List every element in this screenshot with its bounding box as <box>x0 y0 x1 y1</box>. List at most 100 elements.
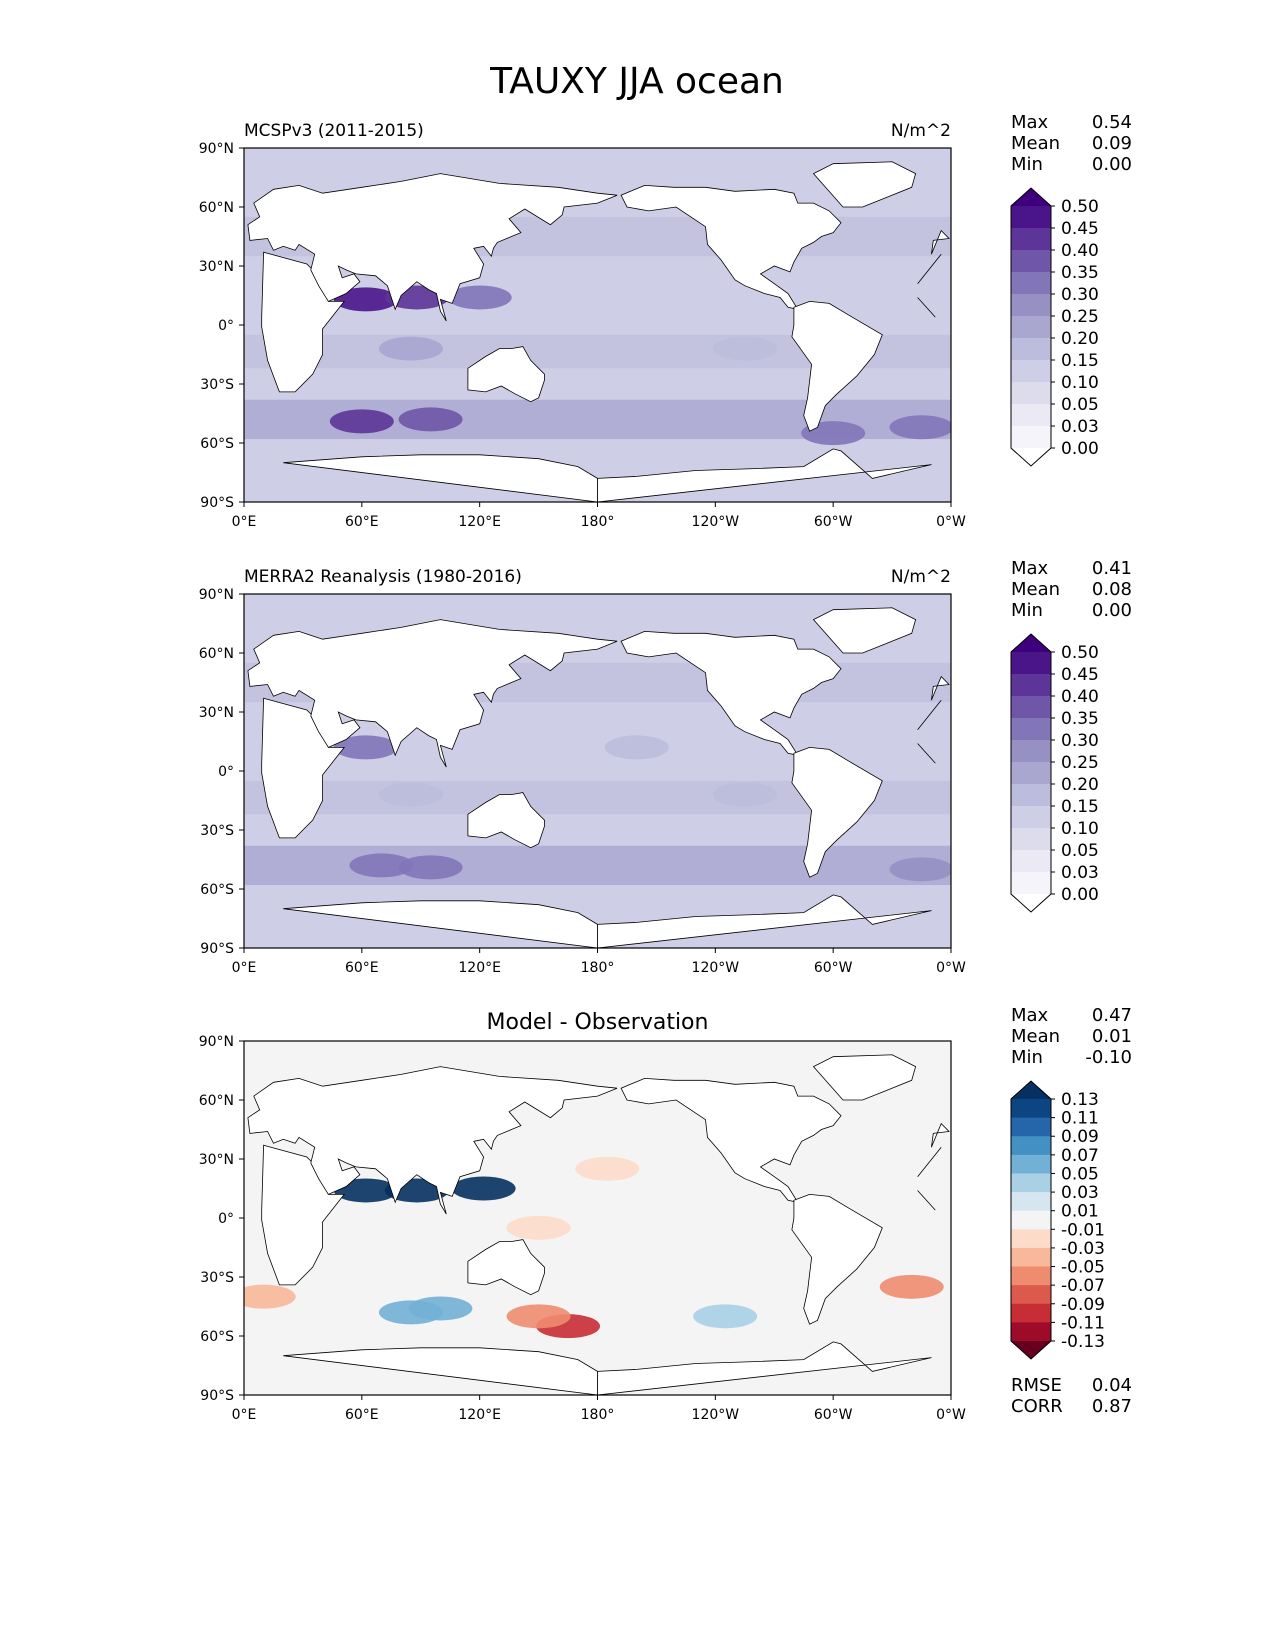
land-polygon <box>917 1146 942 1177</box>
field-hotspot <box>408 1296 473 1321</box>
colorbar-label: 0.15 <box>1061 351 1099 371</box>
colorbar-segment <box>1011 828 1051 851</box>
y-tick-label: 0° <box>218 1211 234 1227</box>
land-polygon <box>931 1122 950 1148</box>
panel-title-center: Model - Observation <box>487 1010 709 1035</box>
field-hotspot <box>506 1215 571 1240</box>
colorbar-segment <box>1011 382 1051 405</box>
y-tick-label: 30°N <box>199 259 234 275</box>
x-tick-label: 120°E <box>458 960 501 976</box>
colorbar-segment <box>1011 1322 1051 1342</box>
y-tick-label: 0° <box>218 318 234 334</box>
x-tick-label: 60°E <box>345 514 379 530</box>
colorbar-segment <box>1011 1154 1051 1174</box>
stat-label: Max <box>1011 112 1049 133</box>
colorbar-label: 0.07 <box>1061 1146 1099 1166</box>
map-panel-2: MERRA2 Reanalysis (1980-2016) N/m^2 90°N 60… <box>199 558 1132 976</box>
colorbar-label: 0.20 <box>1061 775 1099 795</box>
colorbar-label: 0.35 <box>1061 263 1099 283</box>
map-panel-3: Model - Observation 90°N 60°N 30°N 0° 30°S 60°… <box>199 1005 1132 1423</box>
colorbar-segment <box>1011 338 1051 361</box>
field-hotspot <box>333 735 398 760</box>
metric-value: 0.87 <box>1092 1396 1132 1417</box>
y-tick-label: 90°S <box>200 1388 234 1404</box>
map-panel-1: MCSPv3 (2011-2015) N/m^2 90°N 60°N 30°N 0° 30°… <box>199 112 1132 530</box>
land-polygon <box>247 1066 618 1215</box>
colorbar-label: 0.50 <box>1061 643 1099 663</box>
colorbar-segment <box>1011 1285 1051 1305</box>
x-tick-label: 0°W <box>936 1407 966 1423</box>
colorbar-segment <box>1011 1173 1051 1193</box>
land-polygon <box>791 300 883 432</box>
x-tick-label: 60°W <box>814 1407 853 1423</box>
y-tick-label: 30°S <box>200 377 234 393</box>
colorbar-label: -0.01 <box>1061 1220 1105 1240</box>
colorbar-segment <box>1011 228 1051 251</box>
colorbar-segment <box>1011 404 1051 427</box>
field-hotspot <box>378 782 443 807</box>
colorbar-label: 0.30 <box>1061 731 1099 751</box>
metric-label: RMSE <box>1011 1375 1062 1396</box>
field-hotspot <box>333 287 398 312</box>
x-tick-label: 0°W <box>936 514 966 530</box>
y-tick-label: 30°S <box>200 823 234 839</box>
land-polygon <box>283 1347 598 1395</box>
field-layer <box>244 148 951 502</box>
colorbar-segment <box>1011 1266 1051 1286</box>
colorbar-label: 0.10 <box>1061 373 1099 393</box>
field-hotspot <box>333 1178 398 1203</box>
colorbar-segment <box>1011 206 1051 229</box>
colorbar-segment <box>1011 762 1051 785</box>
colorbar-segment <box>1011 872 1051 895</box>
x-tick-label: 0°W <box>936 960 966 976</box>
stat-label: Mean <box>1011 579 1060 600</box>
land-polygon <box>247 619 618 768</box>
x-tick-label: 0°E <box>232 514 257 530</box>
field-hotspot <box>451 1176 516 1201</box>
x-tick-label: 0°E <box>232 960 257 976</box>
land-polygon <box>283 454 598 502</box>
land-layer <box>247 1054 950 1395</box>
colorbar-label: 0.50 <box>1061 197 1099 217</box>
colorbar-label: 0.09 <box>1061 1127 1099 1147</box>
land-polygon <box>812 161 917 208</box>
colorbar-extend-top <box>1011 188 1051 206</box>
colorbar-label: 0.03 <box>1061 863 1099 883</box>
land-polygon <box>917 253 942 284</box>
colorbar-label: -0.13 <box>1061 1332 1105 1352</box>
x-tick-label: 0°E <box>232 1407 257 1423</box>
y-tick-label: 60°S <box>200 882 234 898</box>
colorbar-segment <box>1011 806 1051 829</box>
stat-value: 0.01 <box>1092 1026 1132 1047</box>
colorbar-label: 0.25 <box>1061 307 1099 327</box>
stat-label: Max <box>1011 558 1049 579</box>
land-polygon <box>620 184 842 310</box>
stat-value: 0.08 <box>1092 579 1132 600</box>
stat-label: Min <box>1011 600 1043 621</box>
stat-label: Mean <box>1011 1026 1060 1047</box>
colorbar: -0.13-0.11-0.09-0.07-0.05-0.03-0.010.010… <box>1010 1080 1105 1360</box>
colorbar-label: 0.00 <box>1061 439 1099 459</box>
stat-value: 0.47 <box>1092 1005 1132 1026</box>
colorbar-extend-bottom <box>1011 894 1051 912</box>
x-tick-label: 180° <box>581 1407 615 1423</box>
y-tick-label: 90°S <box>200 941 234 957</box>
land-polygon <box>917 699 942 730</box>
field-layer <box>244 1041 951 1395</box>
colorbar-extend-top <box>1011 634 1051 652</box>
stat-label: Max <box>1011 1005 1049 1026</box>
x-tick-label: 60°W <box>814 960 853 976</box>
colorbar-segment <box>1011 250 1051 273</box>
colorbar-extend-bottom <box>1011 1341 1051 1359</box>
colorbar-label: 0.00 <box>1061 885 1099 905</box>
field-hotspot <box>604 735 669 760</box>
colorbar-segment <box>1011 1247 1051 1268</box>
y-tick-label: 60°N <box>199 646 234 662</box>
land-polygon <box>791 1193 883 1325</box>
land-layer <box>247 161 950 502</box>
colorbar-segment <box>1011 1210 1051 1230</box>
colorbar-label: 0.01 <box>1061 1202 1099 1222</box>
y-tick-label: 60°S <box>200 436 234 452</box>
x-tick-label: 180° <box>581 514 615 530</box>
y-tick-label: 90°N <box>199 141 234 157</box>
